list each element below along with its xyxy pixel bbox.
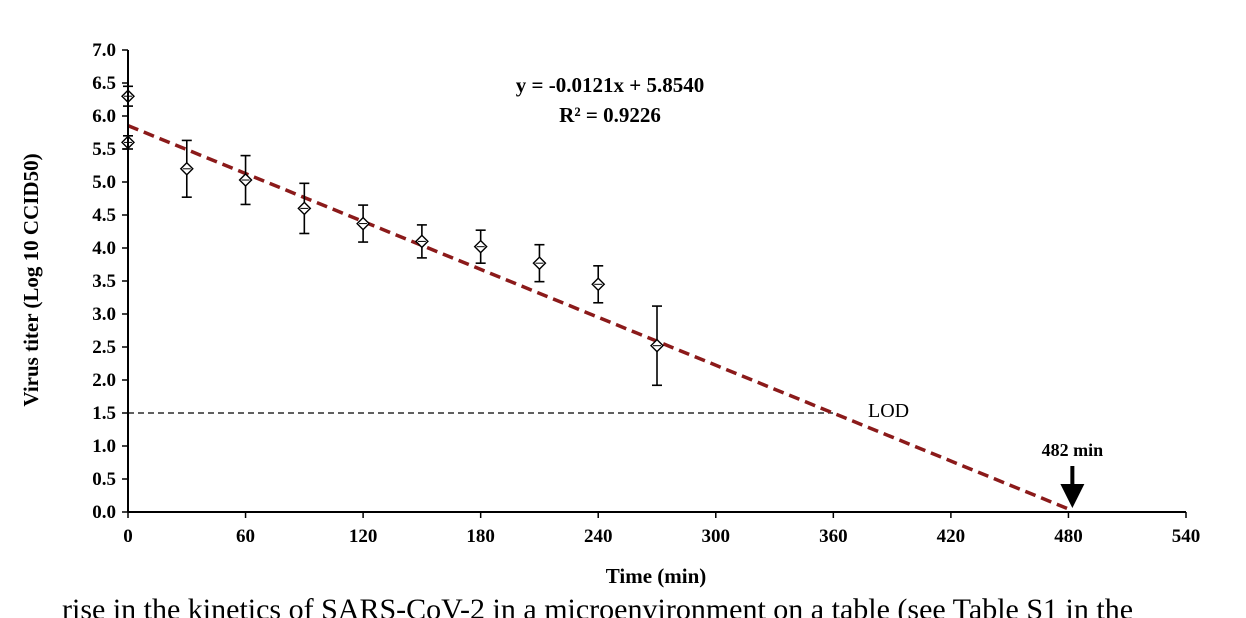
- r-squared-label: R² = 0.9226: [559, 103, 661, 127]
- x-tick-label: 240: [584, 526, 613, 547]
- data-point: [238, 154, 253, 206]
- y-tick-label: 2.5: [92, 337, 116, 358]
- x-tick-label: 60: [236, 526, 255, 547]
- caption-text: rise in the kinetics of SARS-CoV-2 in a …: [62, 593, 1134, 618]
- x-tick-label: 300: [702, 526, 731, 547]
- data-point: [473, 229, 488, 264]
- y-tick-label: 5.0: [92, 172, 116, 193]
- data-points: [121, 85, 664, 387]
- data-point: [650, 305, 664, 387]
- x-axis-ticks: 0 60 120 180 240 300 360 420 480 540: [123, 512, 1200, 547]
- y-tick-label: 1.5: [92, 403, 116, 424]
- y-tick-label: 7.0: [92, 40, 116, 61]
- y-tick-label: 0.5: [92, 469, 116, 490]
- y-tick-label: 1.0: [92, 436, 116, 457]
- data-point: [532, 243, 547, 283]
- data-point: [356, 204, 371, 243]
- x-tick-label: 420: [937, 526, 966, 547]
- y-tick-label: 6.5: [92, 73, 116, 94]
- x-axis-title: Time (min): [606, 564, 707, 588]
- y-tick-label: 4.0: [92, 238, 116, 259]
- annotation-label: 482 min: [1042, 440, 1104, 460]
- y-tick-label: 3.5: [92, 271, 116, 292]
- x-tick-label: 540: [1172, 526, 1201, 547]
- data-point: [591, 265, 606, 304]
- y-tick-label: 2.0: [92, 370, 116, 391]
- lod-label: LOD: [868, 400, 909, 422]
- x-tick-label: 180: [466, 526, 495, 547]
- data-point: [414, 224, 429, 259]
- data-point: [179, 139, 194, 198]
- y-axis-ticks: 0.0 0.5 1.0 1.5 2.0 2.5 3.0 3.5 4.0 4.5 5.0 5.5 6.0 6…: [92, 40, 128, 523]
- y-tick-label: 3.0: [92, 304, 116, 325]
- y-tick-label: 6.0: [92, 106, 116, 127]
- annotation-482: 482 min: [1042, 440, 1104, 508]
- y-axis-title: Virus titer (Log 10 CCID50): [19, 153, 43, 406]
- y-tick-label: 0.0: [92, 502, 116, 523]
- trend-line: [127, 124, 1074, 513]
- x-tick-label: 120: [349, 526, 378, 547]
- plot-area: 0.0 0.5 1.0 1.5 2.0 2.5 3.0 3.5 4.0 4.5 5.0 5.5 6.0 6…: [92, 40, 1200, 547]
- y-tick-label: 5.5: [92, 139, 116, 160]
- y-tick-label: 4.5: [92, 205, 116, 226]
- trendline-equation: y = -0.0121x + 5.8540: [516, 73, 704, 97]
- data-point: [297, 182, 312, 235]
- x-tick-label: 360: [819, 526, 848, 547]
- x-tick-label: 0: [123, 526, 133, 547]
- x-tick-label: 480: [1054, 526, 1083, 547]
